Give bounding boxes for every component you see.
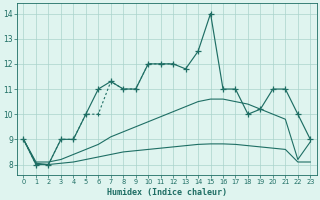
X-axis label: Humidex (Indice chaleur): Humidex (Indice chaleur): [107, 188, 227, 197]
